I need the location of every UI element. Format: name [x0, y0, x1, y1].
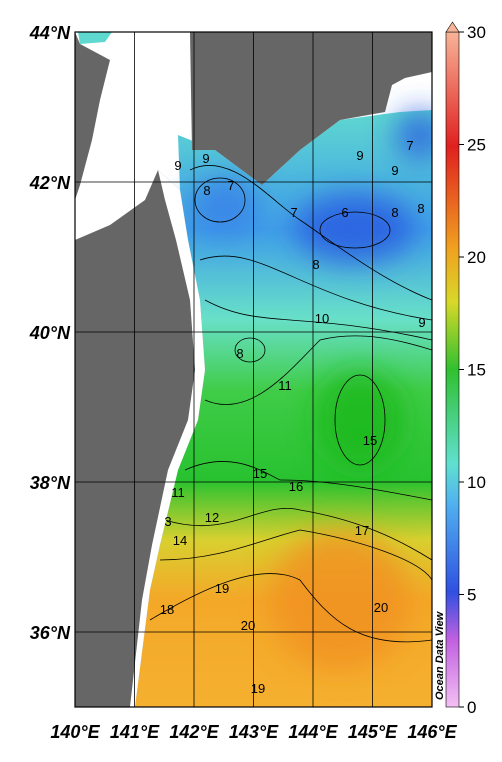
top-patch — [78, 32, 112, 44]
contour-label: 8 — [203, 183, 210, 198]
contour-label: 6 — [341, 205, 348, 220]
lon-tick-label: 144°E — [288, 722, 338, 742]
contour-label: 8 — [236, 346, 243, 361]
colorbar-tick-label: 0 — [467, 698, 476, 717]
lat-tick-label: 42°N — [29, 173, 71, 193]
lon-tick-label: 141°E — [110, 722, 160, 742]
no-data-coast — [130, 170, 205, 707]
lat-tick-label: 38°N — [30, 473, 71, 493]
contour-label: 9 — [174, 158, 181, 173]
contour-label: 9 — [202, 151, 209, 166]
lat-tick-label: 36°N — [30, 623, 71, 643]
contour-label: 7 — [290, 205, 297, 220]
map-body — [75, 32, 432, 707]
colorbar-tick-label: 15 — [467, 361, 486, 380]
contour-label: 11 — [278, 378, 292, 393]
watermark: Ocean Data View — [434, 610, 446, 700]
contour-label: 19 — [215, 581, 229, 596]
lon-tick-label: 140°E — [50, 722, 100, 742]
contour-label: 9 — [391, 163, 398, 178]
contour-label: 16 — [289, 479, 303, 494]
contour-label: 12 — [205, 510, 219, 525]
contour-label: 8 — [391, 205, 398, 220]
contour-label: 15 — [253, 466, 267, 481]
lon-tick-label: 145°E — [348, 722, 398, 742]
land — [75, 32, 432, 707]
contour-label: 14 — [173, 533, 187, 548]
contour-label: 9 — [356, 148, 363, 163]
contour-label: 8 — [417, 201, 424, 216]
contour-label: 11 — [171, 485, 185, 500]
contour-label: 15 — [363, 433, 377, 448]
contour-label: 18 — [160, 602, 174, 617]
colorbar-tick-label: 20 — [467, 248, 486, 267]
contour-label: 20 — [241, 618, 255, 633]
lon-tick-label: 143°E — [229, 722, 279, 742]
lon-tick-label: 146°E — [407, 722, 457, 742]
colorbar-arrow — [445, 21, 460, 33]
lon-tick-label: 142°E — [169, 722, 219, 742]
contour-label: 10 — [315, 311, 329, 326]
contour-label: 20 — [374, 600, 388, 615]
contour-label: 7 — [227, 178, 234, 193]
colorbar-tick-label: 25 — [467, 136, 486, 155]
lat-tick-label: 44°N — [29, 23, 71, 43]
plot-frame — [74, 31, 433, 708]
contour-label: 8 — [312, 257, 319, 272]
contour-label: 17 — [355, 523, 369, 538]
contour-label: 19 — [251, 681, 265, 696]
contour-label: 3 — [164, 514, 171, 529]
colorbar — [445, 31, 460, 708]
colorbar-tick-label: 5 — [467, 586, 476, 605]
colorbar-tick-label: 10 — [467, 473, 486, 492]
contour-label: 9 — [418, 315, 425, 330]
field-shading — [190, 110, 432, 670]
contours — [149, 164, 432, 643]
lat-tick-label: 40°N — [29, 323, 71, 343]
contour-label: 7 — [406, 138, 413, 153]
colorbar-tick-label: 30 — [467, 23, 486, 42]
